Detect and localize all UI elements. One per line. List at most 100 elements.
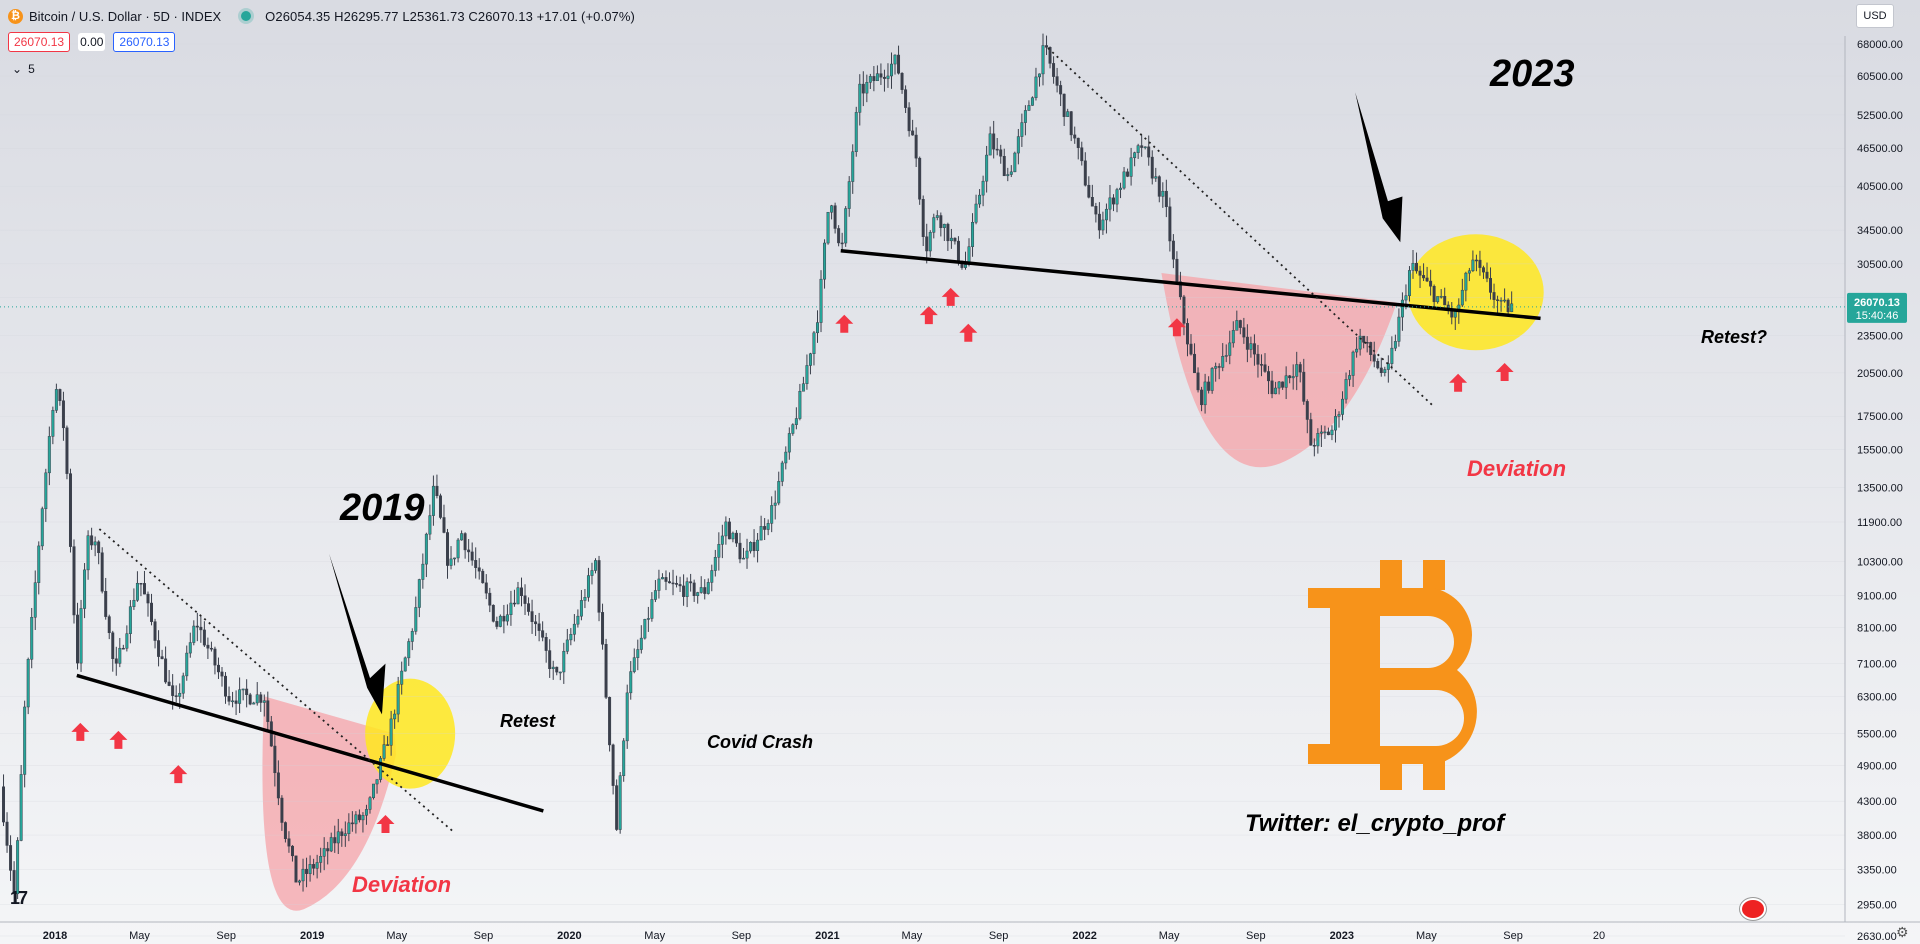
up-arrow-icon	[109, 730, 128, 749]
candle-body	[393, 713, 397, 720]
candle-body	[622, 740, 626, 776]
candle-body	[312, 864, 316, 869]
candle-body	[386, 744, 390, 746]
candle-body	[86, 535, 90, 571]
last-price-badge[interactable]	[1847, 292, 1907, 323]
candle-body	[171, 685, 175, 696]
candle-body	[227, 696, 231, 702]
indicators-toggle[interactable]: ⌄ 5	[12, 62, 35, 76]
candle-body	[682, 585, 686, 597]
candle-body	[333, 837, 337, 844]
candle-body	[1210, 368, 1214, 391]
candle-body	[935, 215, 939, 218]
candle-body	[925, 236, 929, 252]
candle-body	[372, 783, 375, 798]
candle-body	[696, 592, 700, 596]
candle-body	[520, 587, 523, 597]
candle-body	[773, 502, 777, 506]
annotation-retest: Retest	[500, 711, 556, 731]
candle-body	[886, 75, 890, 79]
candle-body	[812, 332, 816, 354]
candle-body	[731, 532, 735, 540]
candle-body	[601, 612, 605, 645]
candle-body	[1376, 361, 1380, 369]
x-tick-label: Sep	[216, 930, 236, 942]
candle-body	[167, 681, 171, 686]
candle-body	[555, 666, 559, 673]
y-tick-label: 3800.00	[1857, 830, 1897, 842]
candle-body	[1143, 146, 1147, 149]
candle-body	[1333, 416, 1337, 431]
support-line	[840, 248, 1541, 321]
candle-body	[146, 593, 150, 604]
candle-body	[791, 424, 795, 434]
candle-body	[1263, 364, 1267, 372]
candle-body	[1319, 431, 1323, 434]
candle-body	[1270, 380, 1274, 395]
candle-body	[964, 264, 967, 268]
candle-body	[93, 541, 97, 546]
candle-body	[530, 611, 534, 622]
candle-body	[548, 650, 552, 670]
symbol-legend[interactable]: ₿ Bitcoin / U.S. Dollar · 5D · INDEX O26…	[8, 6, 635, 26]
candle-body	[727, 521, 731, 540]
candle-body	[361, 815, 365, 821]
tradingview-logo-icon[interactable]: 17	[10, 888, 28, 908]
currency-button[interactable]: USD	[1856, 4, 1894, 28]
candle-body	[79, 608, 83, 664]
candle-body	[914, 134, 918, 159]
y-tick-label: 3350.00	[1857, 865, 1897, 877]
candle-body	[749, 542, 753, 552]
candle-body	[54, 389, 58, 411]
candle-body	[946, 223, 950, 242]
candle-body	[1393, 341, 1397, 349]
gear-icon[interactable]: ⚙	[1896, 924, 1909, 940]
candle-body	[40, 508, 44, 547]
x-tick-label: May	[386, 930, 407, 942]
candle-body	[801, 383, 805, 392]
candle-body	[1020, 122, 1024, 137]
candle-body	[956, 240, 960, 262]
candle-body	[752, 542, 756, 551]
candle-body	[995, 148, 999, 151]
candle-body	[1207, 381, 1211, 391]
annotation-retest-question: Retest?	[1701, 327, 1767, 347]
candle-body	[357, 814, 361, 821]
candle-body	[840, 242, 844, 245]
candle-body	[660, 577, 664, 580]
bitcoin-icon: ₿	[8, 8, 23, 24]
candle-body	[1404, 295, 1408, 301]
ask-price-box[interactable]: 26070.13	[113, 32, 176, 52]
candle-body	[798, 390, 802, 419]
candle-body	[932, 217, 936, 233]
candle-body	[854, 112, 858, 153]
candle-body	[1355, 348, 1359, 353]
candle-body	[262, 700, 266, 703]
candle-body	[823, 242, 827, 280]
bid-price-box[interactable]: 26070.13	[8, 32, 71, 52]
annotation-year-2023: 2023	[1489, 53, 1575, 95]
candle-body	[234, 700, 238, 704]
candle-body	[512, 602, 516, 605]
flag-icon[interactable]	[1740, 898, 1766, 920]
candle-body	[890, 63, 893, 77]
x-tick-label: 20	[1593, 930, 1605, 942]
candle-body	[308, 864, 312, 874]
candle-body	[61, 400, 65, 429]
candle-body	[745, 550, 749, 559]
candle-body	[1104, 208, 1108, 221]
candle-body	[699, 587, 703, 593]
bitcoin-logo-icon	[1380, 560, 1402, 590]
bitcoin-logo-icon	[1308, 588, 1477, 764]
candle-body	[1147, 146, 1151, 158]
candle-body	[1362, 335, 1366, 343]
candle-body	[245, 688, 249, 696]
candle-body	[1277, 381, 1281, 389]
y-tick-label: 52500.00	[1857, 110, 1903, 122]
symbol-title[interactable]: Bitcoin / U.S. Dollar · 5D · INDEX	[29, 8, 222, 24]
candle-body	[918, 157, 922, 200]
candle-body	[1228, 342, 1232, 356]
market-status-icon[interactable]	[241, 11, 252, 21]
chevron-down-icon: ⌄	[12, 62, 23, 76]
